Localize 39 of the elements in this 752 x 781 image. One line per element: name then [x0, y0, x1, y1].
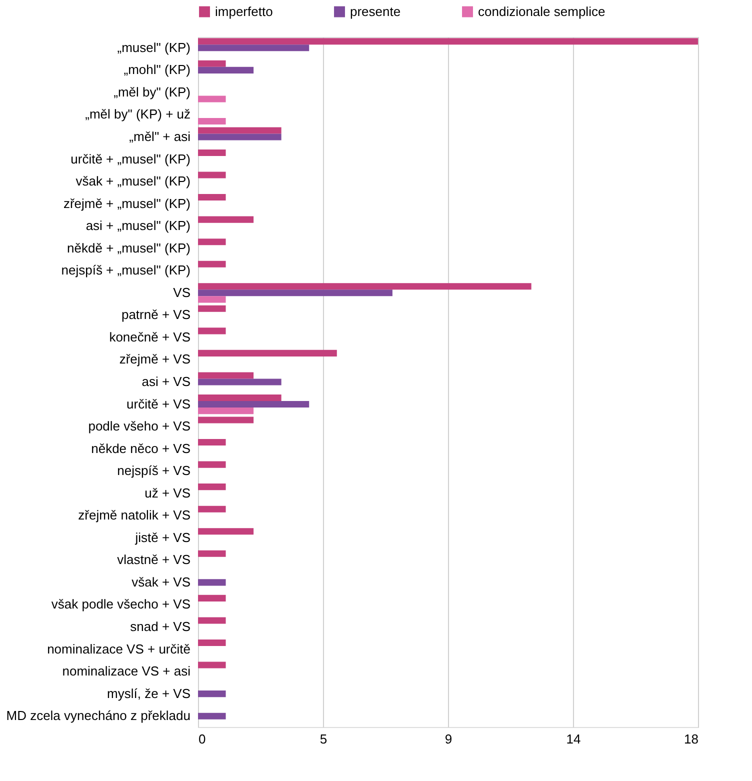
legend-label: condizionale semplice [478, 4, 606, 19]
y-tick-label: jistě + VS [134, 530, 191, 545]
y-tick-label: někdě + „musel" (KP) [67, 240, 190, 256]
y-tick-label: však + VS [132, 574, 191, 590]
legend-label: imperfetto [215, 4, 273, 19]
x-tick-label: 18 [684, 732, 698, 746]
y-tick-label: už + VS [144, 485, 191, 500]
x-tick-label: 5 [320, 732, 328, 746]
y-tick-label: zřejmě + „musel" (KP) [63, 196, 190, 211]
y-tick-label: však podle všecho + VS [51, 596, 191, 612]
y-tick-label: konečně + VS [109, 329, 191, 344]
y-tick-label: „mohl" (KP) [124, 62, 190, 78]
y-tick-label: podle všeho + VS [88, 418, 191, 434]
y-tick-label: nejspíš + VS [117, 463, 191, 478]
x-tick-label: 14 [566, 732, 581, 746]
y-tick-label: určitě + „musel" (KP) [70, 151, 190, 166]
y-tick-label: nejspíš + „musel" (KP) [61, 262, 190, 278]
y-tick-label: určitě + VS [126, 396, 191, 412]
y-tick-label: snad + VS [130, 618, 191, 634]
y-tick-label: „měl by" (KP) + už [85, 106, 190, 122]
y-tick-label: myslí, že + VS [107, 686, 191, 701]
y-tick-label: VS [173, 284, 191, 300]
y-tick-label: „musel" (KP) [117, 40, 190, 55]
y-tick-label: zřejmě natolik + VS [78, 508, 191, 523]
y-tick-label: nominalizace VS + určitě [47, 641, 190, 656]
y-tick-label: zřejmě + VS [119, 352, 191, 367]
y-tick-label: vlastně + VS [117, 552, 191, 568]
y-tick-label: však + „musel" (KP) [76, 174, 190, 189]
y-tick-label: asi + VS [142, 374, 191, 389]
legend-label: presente [350, 4, 401, 19]
y-tick-label: patrně + VS [121, 307, 191, 322]
x-tick-label: 0 [198, 732, 206, 746]
y-tick-label: „měl by" (KP) [114, 84, 190, 100]
x-tick-label: 9 [444, 732, 452, 746]
y-tick-label: „měl" + asi [129, 129, 191, 144]
y-tick-label: MD zcela vynecháno z překladu [6, 708, 190, 724]
y-tick-label: asi + „musel" (KP) [86, 218, 190, 234]
y-tick-label: nominalizace VS + asi [62, 664, 191, 679]
y-tick-label: někde něco + VS [91, 440, 191, 456]
